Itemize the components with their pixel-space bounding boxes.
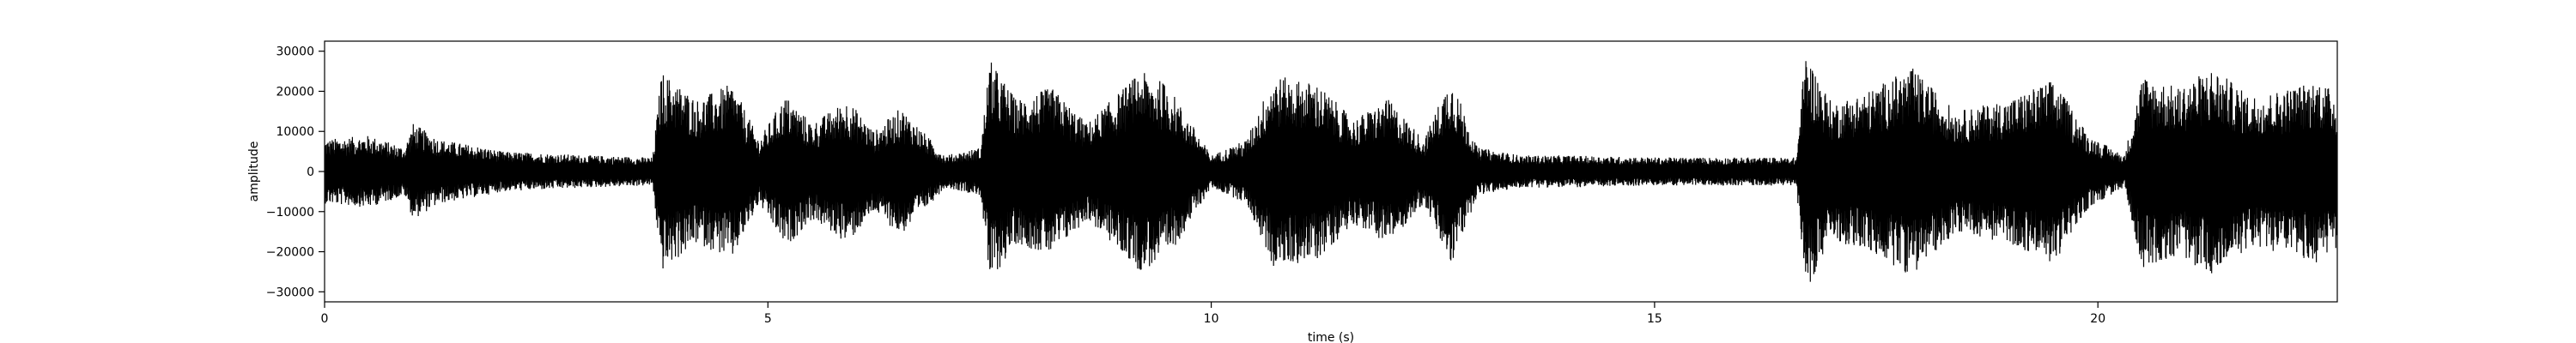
y-tick-label: 20000 xyxy=(276,85,314,99)
y-tick-label: 0 xyxy=(307,165,314,179)
waveform-line xyxy=(325,61,2337,282)
y-tick-label: −10000 xyxy=(266,206,314,220)
y-axis-label: amplitude xyxy=(247,141,261,202)
x-tick-label: 5 xyxy=(764,312,772,326)
y-tick-label: −20000 xyxy=(266,246,314,260)
x-axis-label: time (s) xyxy=(1308,331,1354,343)
y-tick-label: 10000 xyxy=(276,125,314,139)
x-tick-label: 0 xyxy=(321,312,329,326)
y-tick-label: −30000 xyxy=(266,286,314,299)
x-tick-label: 20 xyxy=(2090,312,2105,326)
y-tick-label: 30000 xyxy=(276,45,314,59)
axes: 0 5 10 15 20 30000 20000 10000 0 −10000 −20000 −300… xyxy=(266,40,2338,326)
plot-area xyxy=(325,61,2337,282)
x-tick-label: 10 xyxy=(1204,312,1219,326)
x-tick-label: 15 xyxy=(1647,312,1662,326)
